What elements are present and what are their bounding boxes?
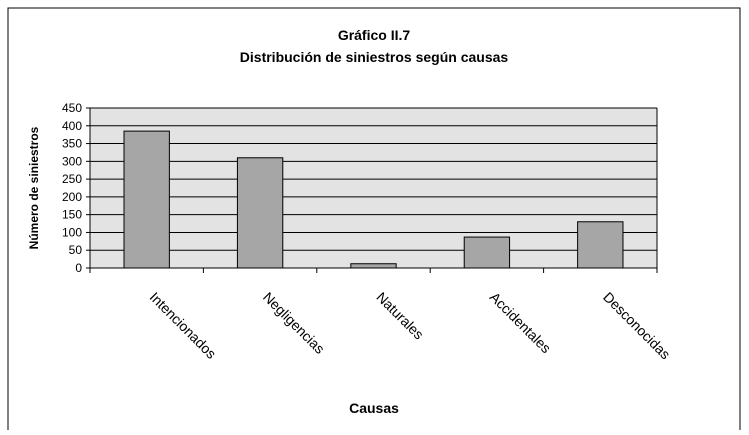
y-tick-label: 50 [69, 243, 83, 257]
bar [463, 236, 511, 269]
chart-title: Gráfico II.7 [338, 27, 411, 43]
y-tick-label: 250 [62, 172, 82, 186]
y-tick-label: 200 [62, 190, 82, 204]
y-tick-label: 150 [62, 208, 82, 222]
bar [123, 130, 170, 269]
y-tick-label: 450 [62, 101, 82, 115]
y-tick-label: 300 [62, 154, 82, 168]
y-tick-label: 100 [62, 225, 82, 239]
y-axis-label: Número de siniestros [27, 126, 41, 249]
y-tick-label: 350 [62, 137, 82, 151]
bar [236, 157, 284, 269]
y-tick-label: 0 [75, 261, 82, 275]
x-axis-label: Causas [349, 400, 399, 416]
chart-subtitle: Distribución de siniestros según causas [240, 49, 509, 65]
y-tick-label: 400 [62, 119, 82, 133]
plot-area [90, 108, 657, 268]
bar [577, 221, 624, 269]
bar [350, 263, 397, 269]
